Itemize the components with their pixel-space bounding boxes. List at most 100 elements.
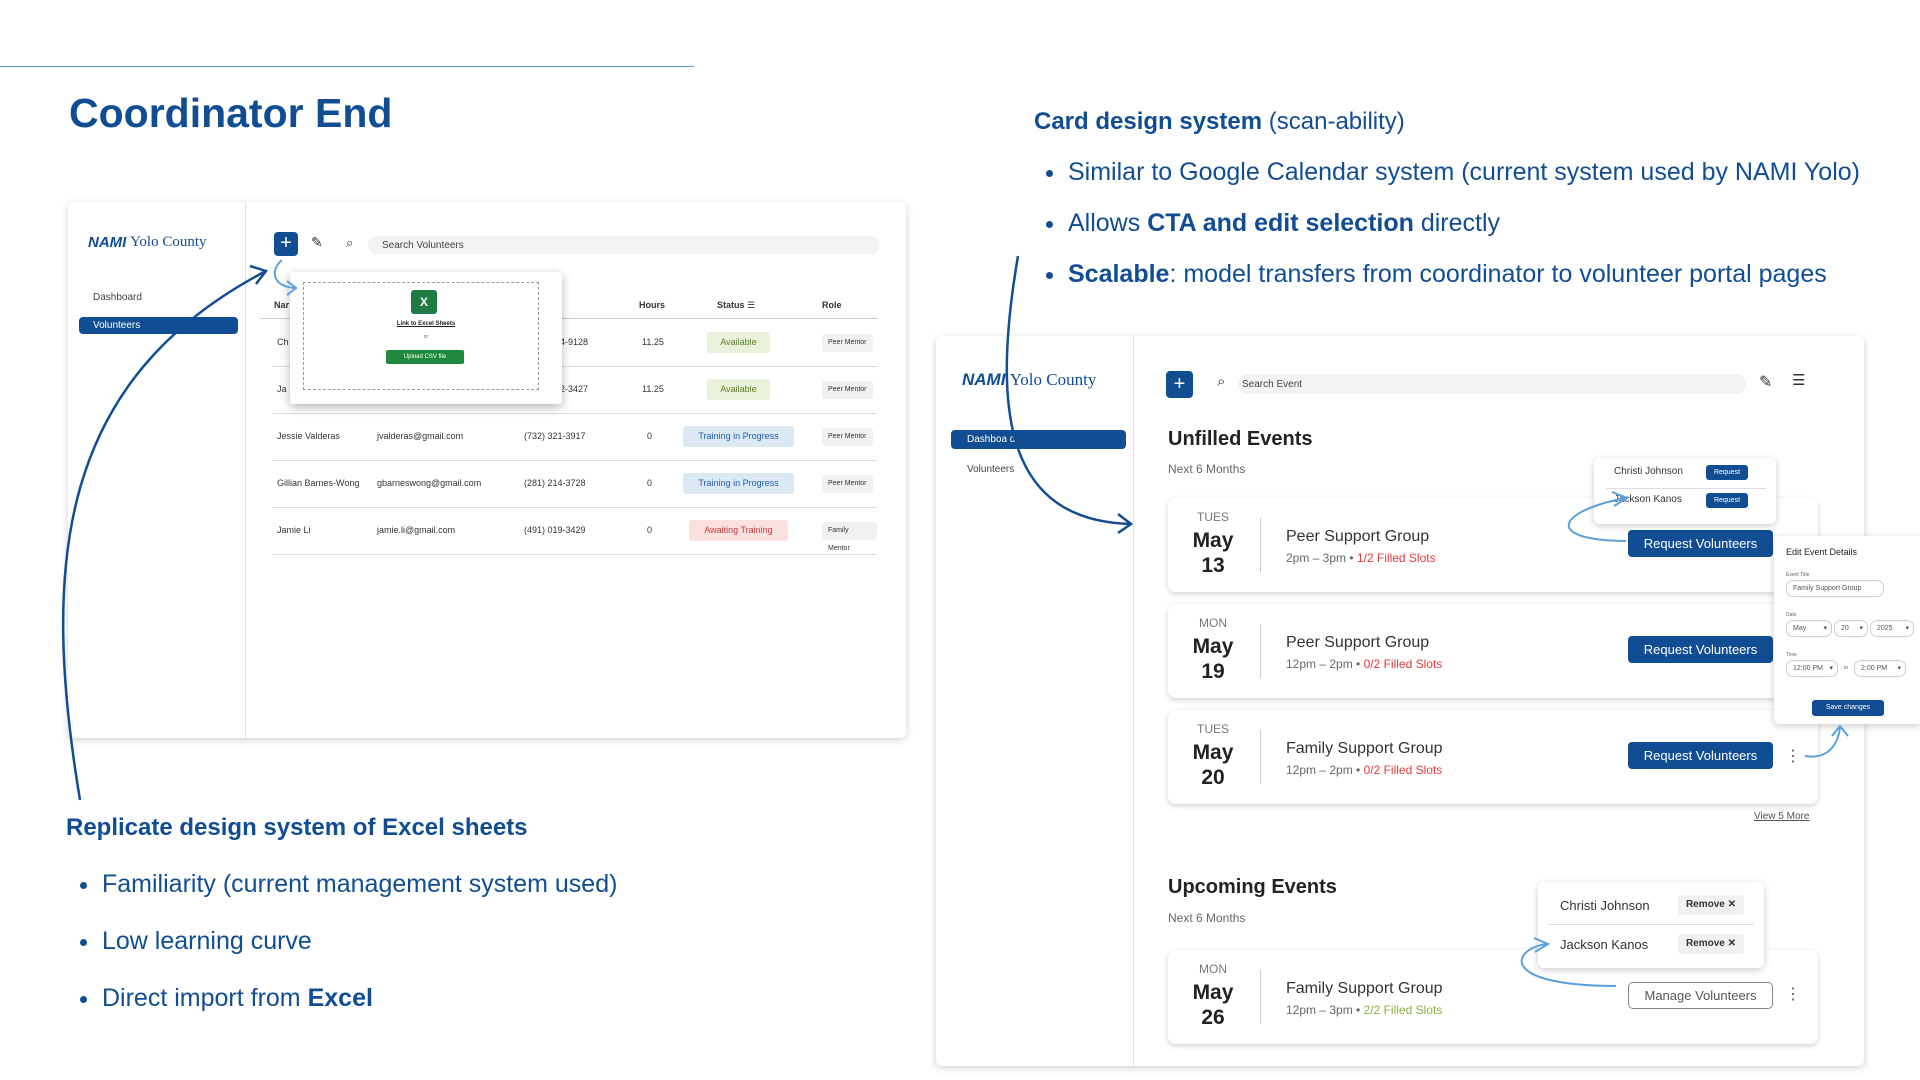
request-volunteers-button[interactable]: Request Volunteers [1628, 742, 1773, 769]
search-icon: ⌕ [1217, 373, 1226, 390]
row-name: Ch [277, 337, 289, 347]
upload-csv-button[interactable]: Upload CSV file [386, 350, 464, 364]
link-excel-sheets[interactable]: Link to Excel Sheets [396, 321, 456, 327]
nami-logo: NAMI Yolo County [88, 234, 207, 251]
header-divider [260, 318, 877, 319]
month-select[interactable]: May ▾ [1786, 620, 1832, 637]
upcoming-events-title: Upcoming Events [1168, 876, 1337, 898]
date-divider [1260, 518, 1261, 572]
col-hours[interactable]: Hours [639, 300, 666, 310]
to-text: to [1844, 665, 1849, 671]
edit-pencil-icon[interactable]: ✎ [1759, 374, 1773, 391]
chevron-down-icon: ▾ [1823, 625, 1827, 632]
popup-divider [1606, 488, 1766, 489]
row-email: jamie.li@gmail.com [377, 525, 456, 535]
edit-popup-title: Edit Event Details [1786, 547, 1858, 557]
event-title-input[interactable]: Family Support Group [1786, 580, 1884, 597]
nav-volunteers[interactable]: Volunteers [79, 317, 238, 334]
volunteers-sidebar [68, 202, 246, 738]
role-badge: Peer Mentor [822, 475, 873, 493]
close-icon: ✕ [1727, 938, 1737, 949]
request-volunteers-button[interactable]: Request Volunteers [1628, 636, 1773, 663]
event-day: 19 [1201, 660, 1225, 683]
manage-volunteers-button[interactable]: Manage Volunteers [1628, 982, 1773, 1009]
event-month: May [1192, 981, 1234, 1004]
event-time: 2pm – 3pm • 1/2 Filled Slots [1286, 551, 1436, 565]
table-row[interactable]: Ch 4-9128 11.25 Available Peer Mentor [272, 320, 877, 367]
import-modal: X Link to Excel Sheets or Upload CSV fil… [290, 272, 562, 404]
row-phone: 4-9128 [560, 337, 589, 347]
nav-dashboard[interactable]: Dashboard [93, 292, 142, 303]
left-bullet-3: Direct import from Excel [76, 984, 617, 1013]
slots-count: 0/2 Filled Slots [1363, 763, 1443, 777]
time-from-select[interactable]: 12:00 PM ▾ [1786, 660, 1838, 677]
save-changes-button[interactable]: Save changes [1812, 700, 1884, 716]
table-row[interactable]: Jamie Li jamie.li@gmail.com (491) 019-34… [272, 508, 877, 555]
event-card[interactable]: MON May 19 Peer Support Group 12pm – 2pm… [1168, 604, 1818, 698]
row-phone: (281) 214-3728 [524, 478, 586, 488]
search-volunteers-input[interactable]: Search Volunteers [368, 236, 880, 254]
event-month: May [1192, 529, 1234, 552]
col-role[interactable]: Role [822, 300, 842, 310]
event-dow: TUES [1196, 722, 1229, 736]
event-time: 12pm – 3pm • 2/2 Filled Slots [1286, 1003, 1443, 1017]
search-event-input[interactable]: Search Event [1238, 374, 1746, 394]
remove-person-button[interactable]: Remove ✕ [1678, 934, 1744, 954]
event-day: 26 [1201, 1006, 1225, 1029]
col-status[interactable]: Status ☰ [717, 300, 756, 310]
edit-pencil-icon[interactable]: ✎ [311, 234, 323, 250]
request-volunteers-button[interactable]: Request Volunteers [1628, 530, 1773, 557]
left-bullet-1: Familiarity (current management system u… [76, 870, 617, 899]
event-title-label: Event Title [1786, 572, 1810, 578]
view-more-link[interactable]: View 5 More [1754, 811, 1810, 822]
row-name: Jessie Valderas [277, 431, 340, 441]
slide-title: Coordinator End [69, 90, 393, 136]
event-card[interactable]: TUES May 20 Family Support Group 12pm – … [1168, 710, 1818, 804]
status-badge: Available [707, 379, 770, 400]
more-options-icon[interactable]: ⋮ [1785, 986, 1801, 1003]
table-row[interactable]: Gillian Barnes-Wong gbarneswong@gmail.co… [272, 461, 877, 508]
year-select[interactable]: 2025 ▾ [1870, 620, 1914, 637]
date-divider [1260, 970, 1261, 1024]
event-dow: TUES [1196, 510, 1229, 524]
nav-dashboard[interactable]: Dashboa d [951, 430, 1126, 449]
nav-volunteers[interactable]: Volunteers [967, 464, 1015, 475]
close-icon: ✕ [1727, 899, 1737, 910]
filter-icon[interactable]: ☰ [747, 300, 756, 310]
day-select[interactable]: 20 ▾ [1834, 620, 1868, 637]
time-to-select[interactable]: 2:00 PM ▾ [1854, 660, 1906, 677]
request-popup: Christi Johnson Request Jackson Kanos Re… [1594, 458, 1776, 524]
row-name: Jamie Li [277, 525, 311, 535]
role-badge: Peer Mentor [822, 334, 873, 352]
filter-sliders-icon[interactable]: ☰ [1792, 372, 1806, 389]
row-hours: 0 [647, 431, 653, 441]
row-phone: (732) 321-3917 [524, 431, 586, 441]
row-name: Gillian Barnes-Wong [277, 478, 360, 488]
status-badge: Training in Progress [683, 426, 794, 447]
col-name[interactable]: Nar [274, 300, 290, 310]
popup-person-name: Christi Johnson [1560, 898, 1650, 913]
request-person-button[interactable]: Request [1706, 465, 1748, 480]
add-event-button[interactable]: + [1166, 371, 1193, 398]
remove-person-button[interactable]: Remove ✕ [1678, 895, 1744, 915]
add-volunteer-button[interactable]: + [274, 232, 298, 256]
slots-count: 1/2 Filled Slots [1356, 551, 1436, 565]
search-icon: ⌕ [346, 235, 354, 250]
event-month: May [1192, 635, 1234, 658]
popup-person-name: Jackson Kanos [1560, 937, 1649, 952]
upcoming-events-subtitle: Next 6 Months [1168, 911, 1246, 925]
right-bullet-1: Similar to Google Calendar system (curre… [1042, 158, 1860, 187]
more-options-icon[interactable]: ⋮ [1785, 748, 1801, 765]
unfilled-events-title: Unfilled Events [1168, 428, 1313, 450]
table-row[interactable]: Ja 2-3427 11.25 Available Peer Mentor [272, 367, 877, 414]
event-name: Peer Support Group [1286, 528, 1430, 545]
edit-event-popup: Edit Event Details Event Title Family Su… [1774, 536, 1920, 724]
event-dow: MON [1199, 962, 1227, 976]
request-person-button[interactable]: Request [1706, 493, 1748, 508]
row-name: Ja [277, 384, 287, 394]
right-bullet-3: Scalable: model transfers from coordinat… [1042, 260, 1860, 289]
right-bullet-2: Allows CTA and edit selection directly [1042, 209, 1860, 238]
table-row[interactable]: Jessie Valderas jvalderas@gmail.com (732… [272, 414, 877, 461]
popup-person-name: Christi Johnson [1614, 466, 1683, 477]
drop-zone[interactable] [303, 282, 539, 390]
